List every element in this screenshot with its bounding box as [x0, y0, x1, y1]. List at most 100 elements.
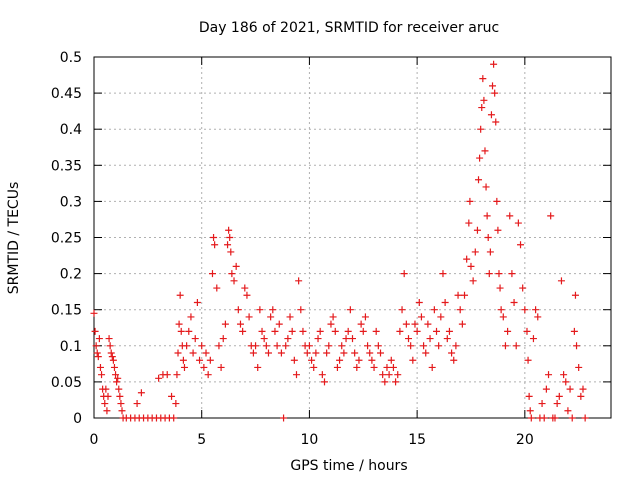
data-point: [463, 255, 471, 263]
data-point: [579, 385, 587, 393]
data-point: [364, 342, 372, 350]
data-point: [264, 349, 272, 357]
data-point: [202, 349, 210, 357]
data-point: [114, 374, 122, 382]
data-point: [336, 356, 344, 364]
data-point: [526, 407, 534, 415]
data-point: [482, 183, 490, 191]
data-point: [310, 363, 318, 371]
data-point: [424, 320, 432, 328]
data-point: [204, 371, 212, 379]
data-point: [113, 378, 121, 386]
data-point: [499, 313, 507, 321]
data-point: [422, 349, 430, 357]
data-point: [504, 327, 512, 335]
data-point: [564, 407, 572, 415]
data-point: [430, 306, 438, 314]
data-point: [573, 342, 581, 350]
y-tick-label: 0.5: [60, 50, 82, 66]
data-point: [116, 392, 124, 400]
data-point: [92, 342, 100, 350]
data-point: [168, 392, 176, 400]
y-axis-label: SRMTID / TECUs: [6, 182, 22, 295]
data-point: [392, 378, 400, 386]
data-point: [385, 371, 393, 379]
data-point: [497, 306, 505, 314]
data-point: [338, 342, 346, 350]
data-point: [402, 320, 410, 328]
axis-ticks: 0 0.05 0.1 0.15 0.2 0.25 0.3 0.35 0.4 0.45 0.5 0 5 10…: [51, 50, 611, 448]
data-point: [299, 327, 307, 335]
data-point: [529, 335, 537, 343]
data-point: [187, 313, 195, 321]
data-point: [527, 414, 535, 422]
data-point: [480, 96, 488, 104]
data-point: [383, 363, 391, 371]
data-point: [400, 270, 408, 278]
data-point: [96, 363, 104, 371]
data-point: [413, 327, 421, 335]
data-point: [258, 327, 266, 335]
data-point: [487, 111, 495, 119]
data-point: [372, 327, 380, 335]
data-point: [230, 277, 238, 285]
data-point: [314, 335, 322, 343]
data-point: [316, 327, 324, 335]
x-tick-label: 5: [197, 432, 206, 448]
data-point: [213, 284, 221, 292]
data-point: [374, 342, 382, 350]
data-point: [398, 306, 406, 314]
data-point: [437, 313, 445, 321]
data-point: [485, 270, 493, 278]
data-point: [163, 371, 171, 379]
data-point: [101, 400, 109, 408]
data-point: [102, 385, 110, 393]
data-point: [282, 342, 290, 350]
data-point: [508, 270, 516, 278]
data-point: [387, 356, 395, 364]
data-point: [256, 306, 264, 314]
data-point: [538, 400, 546, 408]
data-point: [349, 335, 356, 343]
y-tick-label: 0.45: [51, 86, 82, 102]
data-point: [523, 327, 531, 335]
data-point: [273, 342, 281, 350]
data-point: [193, 298, 201, 306]
data-point: [288, 327, 296, 335]
data-point: [481, 147, 489, 155]
data-point: [115, 385, 123, 393]
data-point: [215, 342, 223, 350]
data-point: [236, 320, 244, 328]
data-point: [105, 335, 113, 343]
x-tick-label: 0: [90, 432, 99, 448]
data-point: [465, 219, 473, 227]
data-point: [133, 400, 141, 408]
data-point: [107, 349, 115, 357]
data-point: [94, 353, 102, 361]
data-point: [415, 298, 423, 306]
data-point: [521, 306, 529, 314]
data-point: [471, 248, 479, 256]
data-point: [394, 371, 402, 379]
data-point: [379, 371, 387, 379]
data-point: [493, 197, 501, 205]
data-point: [109, 356, 117, 364]
data-point: [110, 363, 118, 371]
data-point: [183, 342, 191, 350]
y-tick-label: 0.15: [51, 303, 82, 319]
data-point: [534, 313, 542, 321]
data-point: [271, 327, 279, 335]
data-point: [95, 335, 103, 343]
data-point: [346, 306, 354, 314]
data-point: [458, 320, 466, 328]
data-point: [297, 306, 305, 314]
data-point: [557, 277, 565, 285]
data-point: [292, 371, 300, 379]
data-point: [490, 60, 498, 68]
data-point: [501, 342, 509, 350]
data-point: [368, 356, 376, 364]
data-point: [211, 241, 219, 249]
data-point: [277, 349, 285, 357]
data-point: [340, 349, 348, 357]
